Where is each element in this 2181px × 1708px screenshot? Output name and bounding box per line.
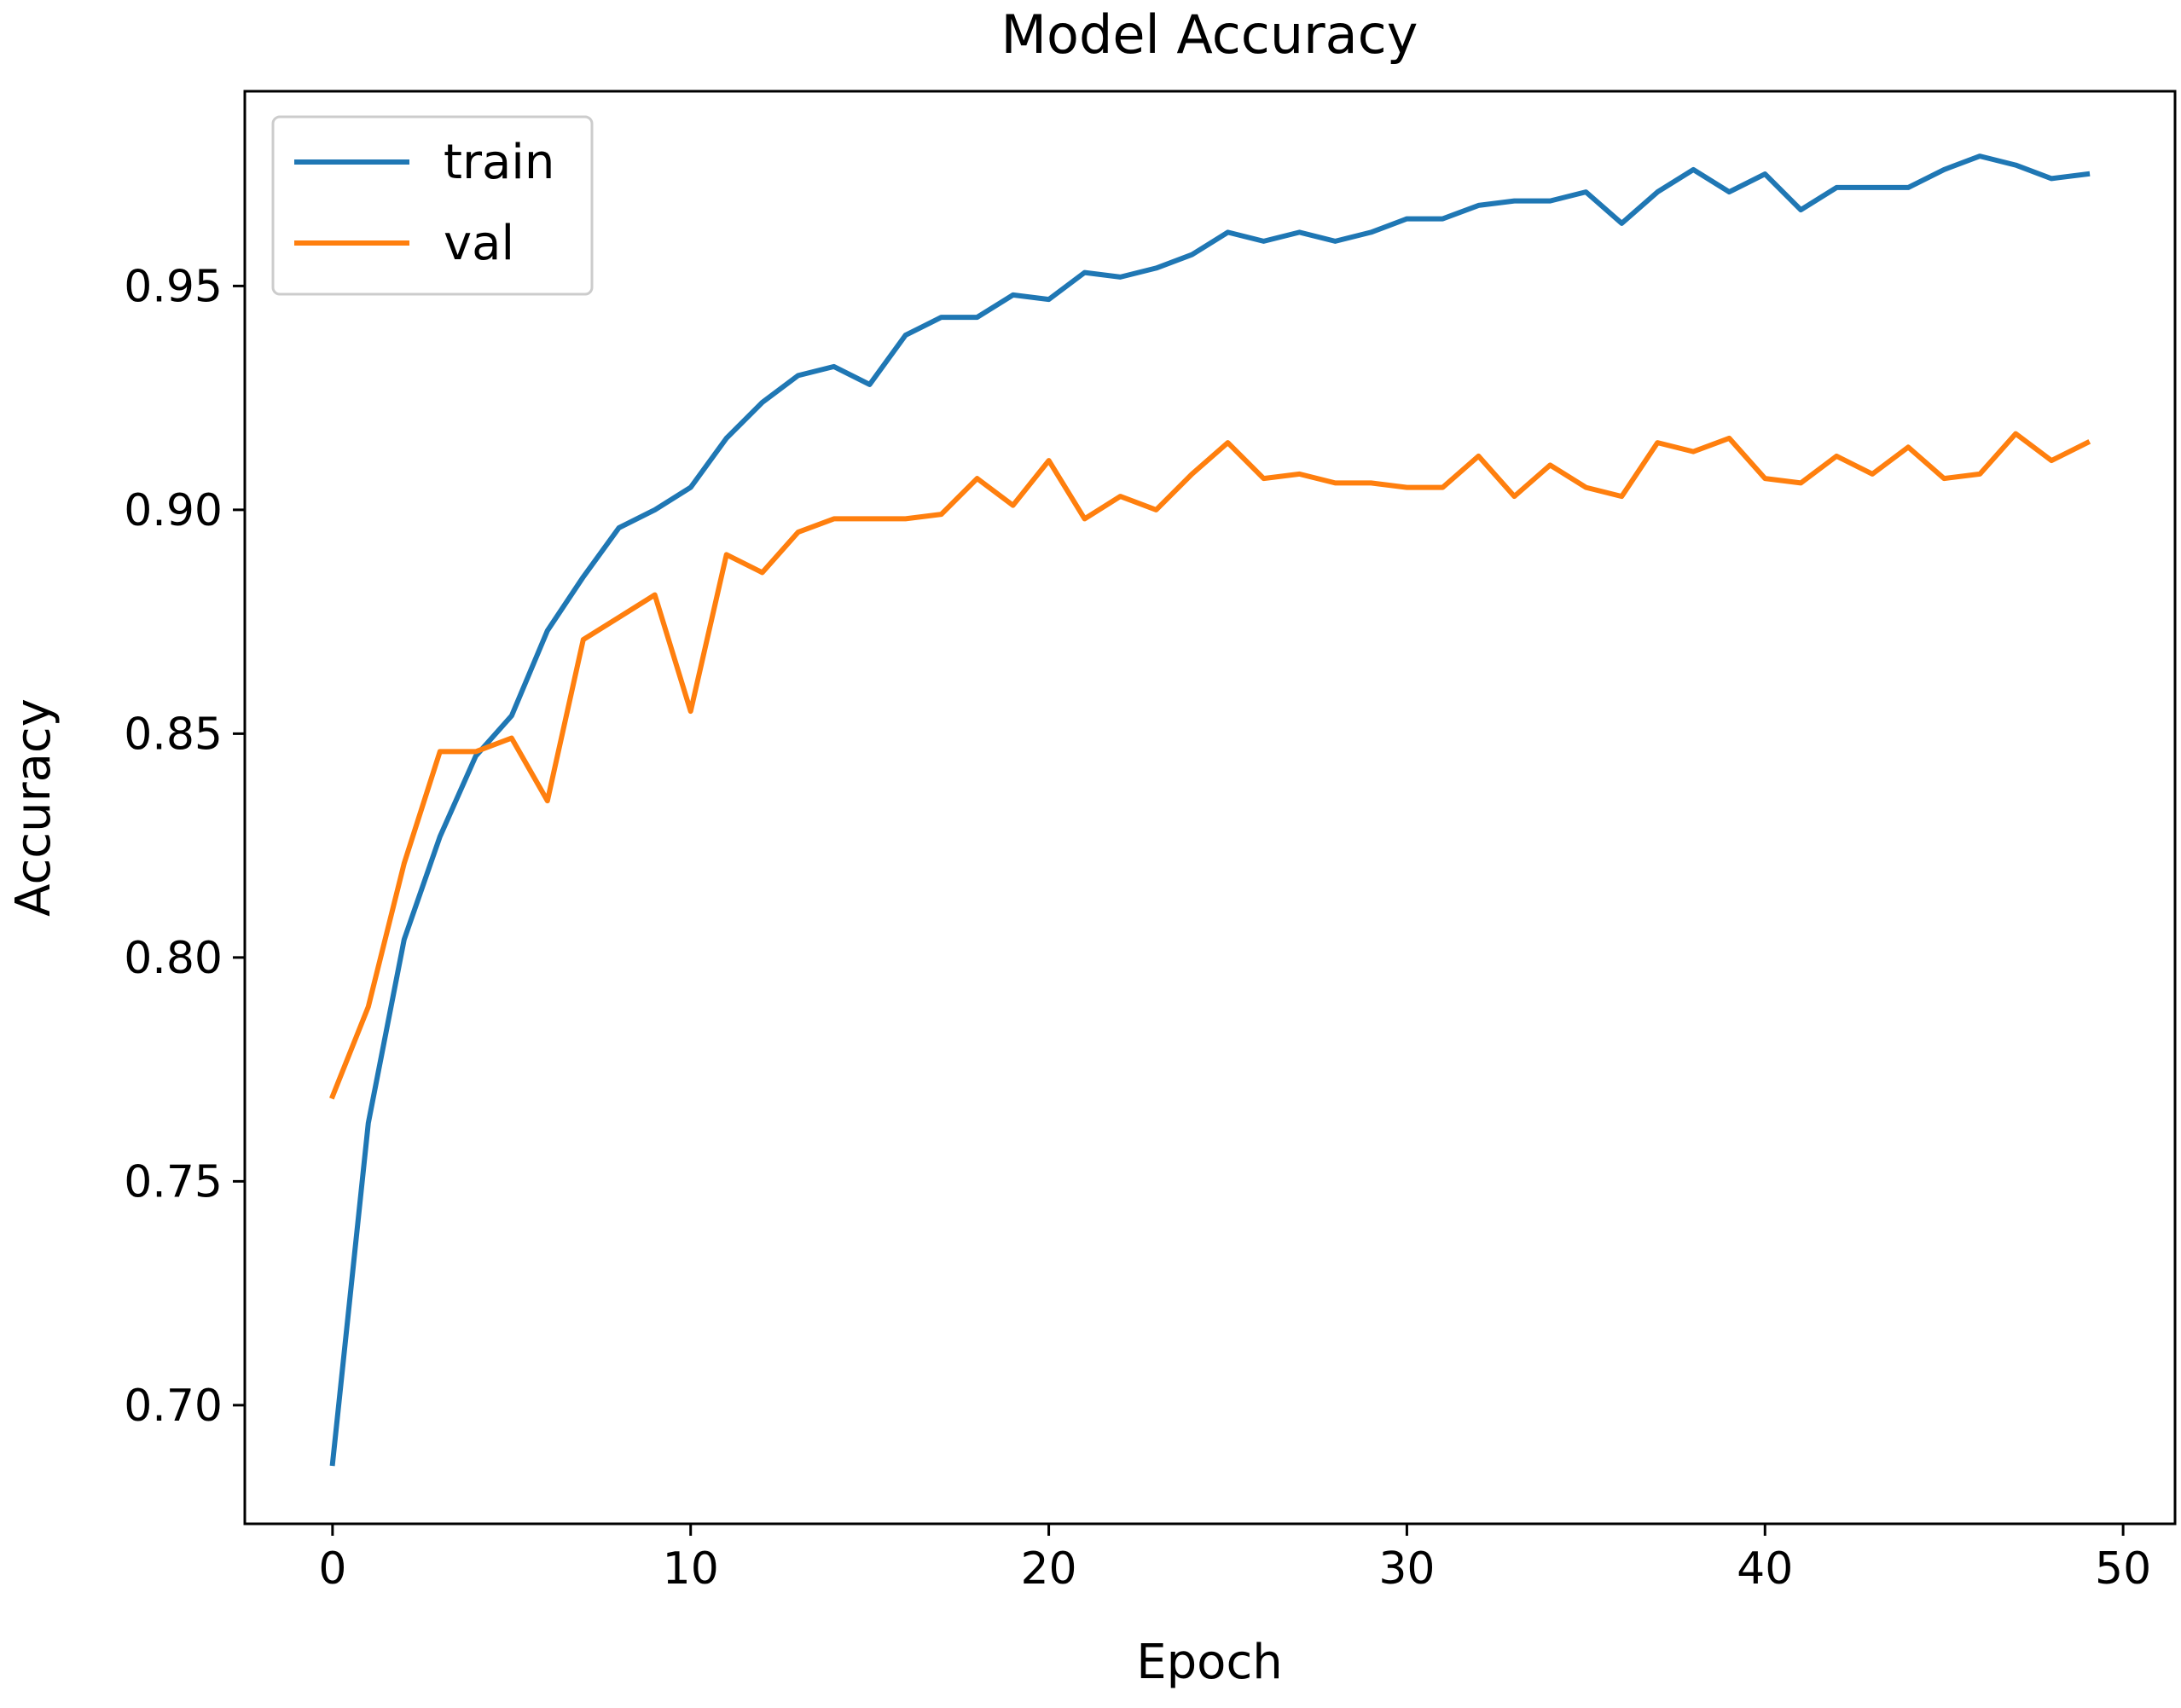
chart-title: Model Accuracy bbox=[1001, 3, 1418, 66]
x-tick-label: 50 bbox=[2095, 1543, 2151, 1595]
series-line-val bbox=[329, 431, 2091, 1100]
x-tick-label: 20 bbox=[1020, 1543, 1076, 1595]
x-axis-label: Epoch bbox=[1136, 1635, 1282, 1690]
x-tick-label: 30 bbox=[1378, 1543, 1435, 1595]
x-tick-label: 10 bbox=[663, 1543, 719, 1595]
series-line-train bbox=[329, 153, 2091, 1467]
x-axis-ticks: 0 10 20 30 40 50 bbox=[318, 1524, 2151, 1595]
y-tick-label: 0.85 bbox=[124, 709, 223, 760]
y-tick-label: 0.75 bbox=[124, 1156, 223, 1207]
x-tick-label: 40 bbox=[1737, 1543, 1793, 1595]
y-axis-ticks: 0.70 0.75 0.80 0.85 0.90 0.95 bbox=[124, 261, 245, 1432]
y-tick-label: 0.80 bbox=[124, 933, 223, 984]
plot-frame bbox=[243, 90, 2177, 1526]
legend-label-train: train bbox=[444, 135, 554, 190]
legend-label-val: val bbox=[444, 216, 514, 271]
legend: train val bbox=[271, 115, 594, 296]
series-layer bbox=[329, 153, 2091, 1467]
y-tick-label: 0.90 bbox=[124, 485, 223, 536]
y-tick-label: 0.70 bbox=[124, 1381, 223, 1432]
x-tick-label: 0 bbox=[318, 1543, 346, 1595]
y-axis-label: Accuracy bbox=[6, 698, 61, 917]
y-tick-label: 0.95 bbox=[124, 261, 223, 312]
